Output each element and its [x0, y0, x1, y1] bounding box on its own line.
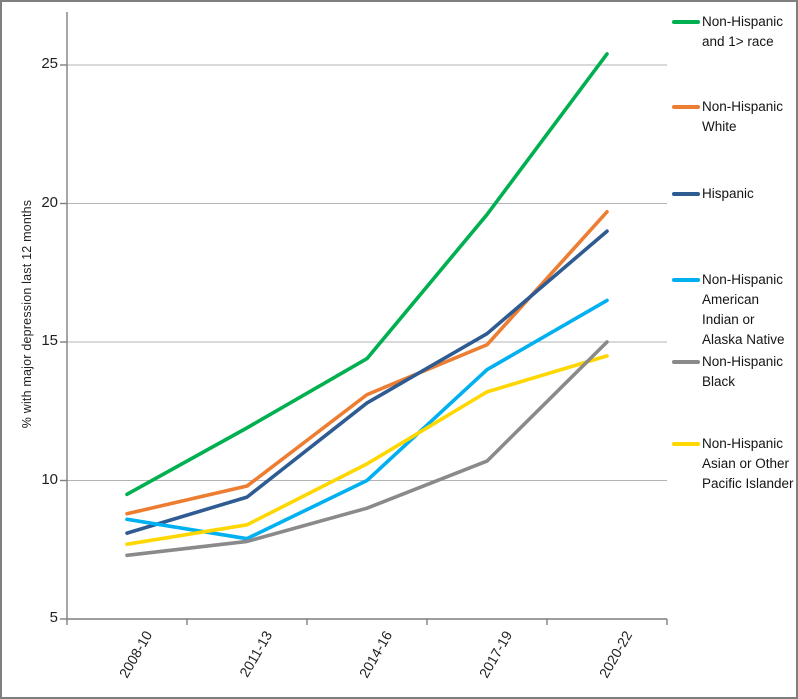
legend-item-label: Non-Hispanic and 1> race: [702, 14, 784, 49]
legend-item: Non-Hispanic and 1> race: [672, 12, 783, 52]
series-line-1: [125, 210, 609, 516]
legend-swatch-line: [672, 20, 700, 24]
series-line-0: [125, 52, 609, 497]
legend-swatch-line: [672, 278, 700, 282]
series-line-3: [125, 298, 609, 541]
y-tick-label: 15: [41, 332, 58, 349]
legend-item-label: Non-Hispanic Black: [702, 354, 784, 389]
legend-swatch-line: [672, 192, 700, 196]
y-tick-label: 25: [41, 55, 58, 72]
y-tick-label: 20: [41, 193, 58, 211]
series-line-5: [125, 354, 609, 547]
legend-item-label: Non-Hispanic White: [702, 99, 784, 134]
legend-swatch-line: [672, 442, 700, 446]
legend-item-label: Hispanic: [702, 186, 754, 201]
legend-item: Non-Hispanic Asian or Other Pacific Island…: [672, 434, 794, 494]
y-axis-title: % with major depression last 12 months: [20, 199, 34, 429]
legend-item-label: Non-Hispanic Asian or Other Pacific Island…: [702, 436, 794, 491]
y-tick-label: 5: [49, 609, 58, 626]
legend-item: Non-Hispanic Black: [672, 352, 783, 392]
y-tick-label: 10: [41, 470, 58, 488]
series-line-2: [125, 229, 609, 535]
legend-swatch-line: [672, 360, 700, 364]
series-line-4: [125, 340, 609, 558]
legend-item: Non-Hispanic American Indian or Alaska Nati…: [672, 270, 785, 350]
legend-item: Hispanic: [672, 184, 754, 204]
legend-item-label: Non-Hispanic American Indian or Alaska Nati…: [702, 272, 785, 347]
legend-item: Non-Hispanic White: [672, 97, 783, 137]
legend-swatch-line: [672, 105, 700, 109]
